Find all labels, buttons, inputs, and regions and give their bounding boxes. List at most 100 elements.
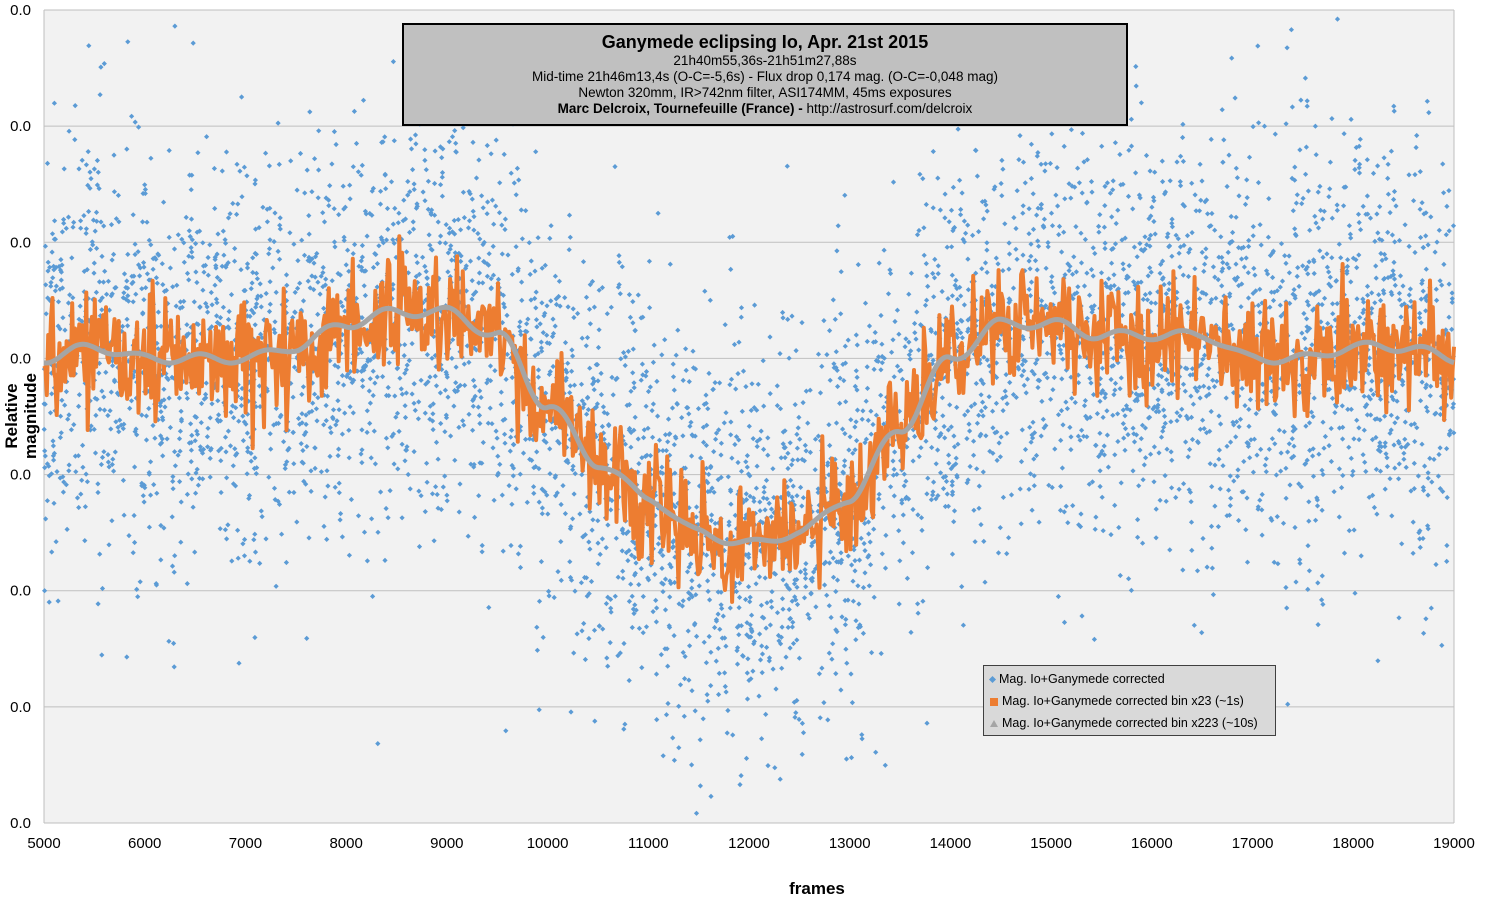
raw-data-point [1388,289,1394,295]
raw-data-point [1368,387,1374,393]
raw-data-point [643,403,649,409]
raw-data-point [1389,232,1395,238]
raw-data-point [109,291,115,297]
raw-data-point [88,423,94,429]
raw-data-point [1204,430,1210,436]
raw-data-point [1239,281,1245,287]
raw-data-point [965,408,971,414]
raw-data-point [1242,201,1249,208]
raw-data-point [49,391,55,397]
raw-data-point [951,433,957,439]
raw-data-point [680,598,686,604]
raw-data-point [1353,144,1359,151]
raw-data-point [1133,83,1139,89]
raw-data-point [1304,316,1310,322]
raw-data-point [240,438,246,444]
raw-data-point [244,173,250,179]
raw-data-point [869,650,875,656]
raw-data-point [107,408,113,414]
raw-data-point [903,478,909,484]
raw-data-point [306,535,312,541]
raw-data-point [1421,630,1427,636]
raw-data-point [1360,452,1366,458]
raw-data-point [978,522,984,528]
raw-data-point [498,401,504,408]
raw-data-point [995,342,1001,348]
raw-data-point [50,443,56,449]
raw-data-point [1100,528,1106,534]
raw-data-point [1130,425,1136,431]
raw-data-point [93,412,99,418]
raw-data-point [203,391,209,397]
raw-data-point [72,453,78,459]
raw-data-point [921,252,927,258]
raw-data-point [1143,455,1149,461]
raw-data-point [550,330,557,337]
raw-data-point [151,482,157,488]
raw-data-point [769,604,775,610]
raw-data-point [1255,180,1262,186]
raw-data-point [1400,379,1406,385]
raw-data-point [579,335,585,341]
raw-data-point [770,666,776,672]
raw-data-point [819,665,825,671]
raw-data-point [1392,341,1398,347]
raw-data-point [641,427,647,433]
raw-data-point [625,558,631,564]
raw-data-point [856,557,863,563]
raw-data-point [677,682,684,688]
raw-data-point [931,275,938,281]
raw-data-point [323,276,329,282]
raw-data-point [853,368,859,374]
raw-data-point [79,157,85,163]
raw-data-point [799,503,805,509]
raw-data-point [542,310,548,316]
raw-data-point [1192,385,1198,391]
raw-data-point [197,304,203,310]
raw-data-point [563,377,569,383]
raw-data-point [283,272,290,278]
raw-data-point [774,383,780,389]
raw-data-point [1168,419,1174,425]
raw-data-point [159,261,165,267]
raw-data-point [783,654,789,660]
raw-data-point [1028,141,1034,147]
raw-data-point [618,356,624,362]
raw-data-point [379,237,385,243]
raw-data-point [308,323,314,329]
raw-data-point [1252,272,1258,278]
raw-data-point [212,205,218,212]
raw-data-point [118,422,124,428]
raw-data-point [405,270,411,276]
raw-data-point [811,569,817,575]
raw-data-point [99,295,105,301]
raw-data-point [225,215,232,221]
raw-data-point [973,380,979,387]
raw-data-point [65,416,71,422]
raw-data-point [841,378,847,384]
raw-data-point [592,718,598,724]
raw-data-point [881,247,887,253]
raw-data-point [1056,343,1062,349]
raw-data-point [1319,573,1325,579]
raw-data-point [120,323,126,329]
raw-data-point [304,443,310,450]
raw-data-point [1099,143,1105,149]
raw-data-point [424,460,430,466]
raw-data-point [1334,16,1341,22]
raw-data-point [799,751,805,757]
raw-data-point [1246,243,1252,250]
raw-data-point [1219,254,1225,261]
raw-data-point [1251,436,1257,442]
raw-data-point [660,448,666,454]
raw-data-point [1436,451,1442,458]
raw-data-point [621,350,627,356]
raw-data-point [768,514,774,520]
raw-data-point [222,434,229,440]
raw-data-point [1208,408,1214,415]
raw-data-point [1169,485,1175,491]
raw-data-point [797,436,803,442]
raw-data-point [345,247,351,253]
raw-data-point [236,660,242,666]
raw-data-point [998,434,1004,440]
